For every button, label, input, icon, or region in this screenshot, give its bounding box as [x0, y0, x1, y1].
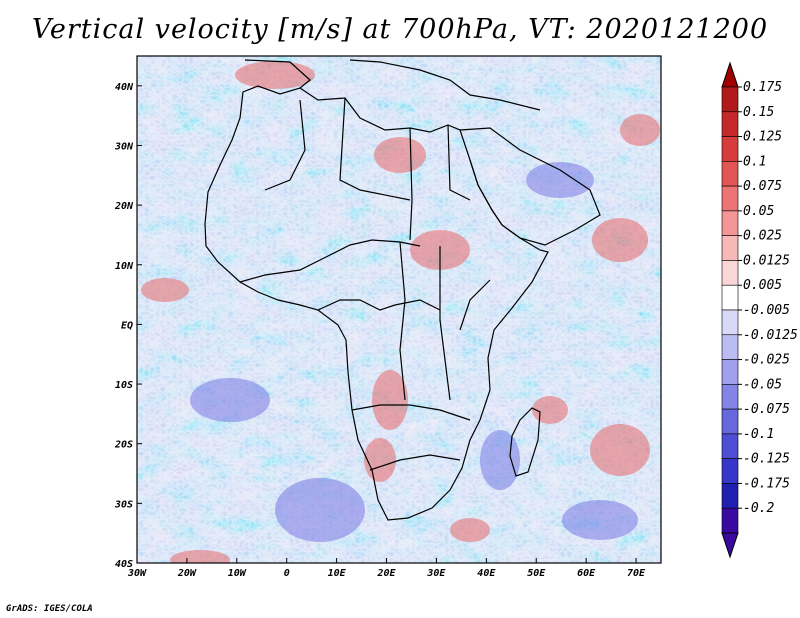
lon-tick-label: 50E: [527, 568, 546, 579]
colorbar-swatch: [721, 185, 739, 212]
colorbar-swatch: [721, 210, 739, 236]
colorbar-swatch: [721, 334, 739, 360]
lat-tick-label: 10N: [115, 261, 134, 272]
credit-text: GrADS: IGES/COLA: [6, 604, 93, 614]
colorbar-swatch: [721, 483, 739, 509]
sinking-patches: [190, 162, 638, 542]
lat-tick-label: EQ: [121, 320, 133, 331]
lon-tick-label: 40E: [477, 568, 496, 579]
colorbar-swatch: [721, 309, 739, 336]
colorbar-top-arrow: [721, 61, 739, 88]
colorbar-label: -0.0125: [743, 328, 798, 343]
colorbar-swatch: [721, 433, 739, 459]
colorbar: 0.175 0.15 0.125 0.1 0.075 0.05 0.025 0.0125 0.0…: [721, 61, 798, 559]
colorbar-label: -0.025: [743, 353, 790, 368]
lon-tick-label: 30E: [426, 568, 446, 579]
chart-title: Vertical velocity [m/s] at 700hPa, VT: 2…: [31, 14, 769, 45]
colorbar-swatch: [721, 408, 739, 435]
lat-tick-label: 10S: [115, 380, 133, 391]
colorbar-swatch: [721, 86, 739, 113]
lon-tick-label: 10E: [328, 568, 347, 579]
colorbar-label: 0.05: [743, 204, 774, 219]
colorbar-label: 0.1: [743, 154, 766, 169]
lat-tick-label: 40S: [115, 559, 133, 570]
colorbar-label: 0.175: [743, 80, 782, 95]
lat-tick-label: 30N: [114, 141, 134, 152]
lon-tick-label: 10W: [228, 568, 247, 579]
latitude-axis: 40N 30N 20N 10N EQ 10S 20S 30S 40S: [114, 82, 142, 570]
lat-tick-label: 20S: [114, 440, 133, 451]
rising-patches: [141, 61, 660, 563]
lon-tick-label: 20W: [177, 568, 197, 579]
colorbar-label: -0.1: [743, 427, 774, 442]
colorbar-label: -0.175: [743, 476, 790, 491]
colorbar-label: 0.005: [743, 278, 782, 293]
colorbar-swatch: [721, 161, 739, 187]
colorbar-label: -0.2: [743, 501, 774, 516]
colorbar-bottom-arrow: [721, 532, 739, 559]
colorbar-swatch: [721, 458, 739, 484]
lat-tick-label: 20N: [114, 201, 134, 212]
colorbar-swatch: [721, 111, 739, 137]
lat-tick-label: 30S: [114, 499, 133, 510]
velocity-field: [137, 56, 661, 563]
colorbar-label: 0.075: [743, 179, 782, 194]
longitude-axis: 30W 20W 10W 0 10E 20E 30E 40E 50E 60E 70E: [127, 558, 646, 579]
lat-tick-label: 40N: [115, 82, 134, 93]
colorbar-label: -0.005: [743, 303, 790, 318]
colorbar-label: -0.125: [743, 452, 790, 467]
plot-frame: [136, 55, 662, 564]
colorbar-swatch: [721, 284, 739, 311]
africa-outline: [204, 59, 601, 521]
colorbar-label: 0.025: [743, 229, 782, 244]
lon-tick-label: 70E: [627, 568, 646, 579]
colorbar-label: 0.15: [743, 105, 774, 120]
colorbar-label: -0.05: [743, 377, 782, 392]
colorbar-swatch: [721, 507, 739, 534]
colorbar-label: 0.125: [743, 130, 782, 145]
lon-tick-label: 30W: [127, 568, 147, 579]
lon-tick-label: 60E: [577, 568, 596, 579]
colorbar-swatch: [721, 235, 739, 261]
colorbar-swatch: [721, 384, 739, 410]
colorbar-swatch: [721, 136, 739, 162]
lon-tick-label: 20E: [376, 568, 396, 579]
colorbar-swatch: [721, 260, 739, 286]
colorbar-label: -0.075: [743, 402, 790, 417]
colorbar-swatch: [721, 359, 739, 385]
colorbar-label: 0.0125: [743, 253, 790, 268]
lon-tick-label: 0: [284, 568, 290, 579]
